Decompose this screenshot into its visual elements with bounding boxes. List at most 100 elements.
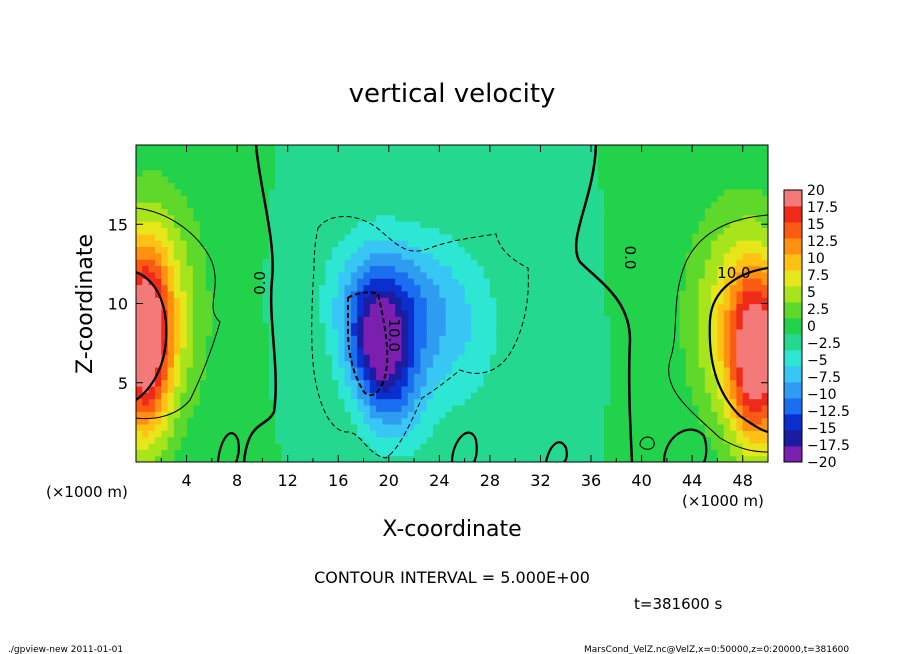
field-cell: [559, 316, 567, 324]
field-cell: [426, 398, 434, 406]
field-cell: [717, 436, 725, 444]
field-cell: [350, 347, 358, 355]
field-cell: [369, 379, 377, 387]
field-cell: [546, 360, 554, 368]
field-cell: [294, 366, 301, 374]
field-cell: [312, 303, 320, 311]
field-cell: [401, 297, 409, 305]
field-cell: [553, 366, 561, 374]
field-cell: [268, 366, 276, 374]
field-cell: [192, 284, 200, 292]
field-cell: [591, 208, 598, 216]
field-cell: [736, 309, 744, 317]
field-cell: [464, 208, 472, 216]
field-cell: [426, 265, 434, 273]
field-cell: [294, 360, 301, 368]
field-cell: [363, 290, 371, 298]
field-cell: [312, 284, 320, 292]
field-cell: [477, 449, 485, 457]
field-cell: [692, 366, 700, 374]
field-cell: [458, 341, 466, 349]
field-cell: [679, 316, 687, 324]
field-cell: [565, 252, 573, 260]
field-cell: [388, 170, 396, 178]
field-cell: [414, 227, 421, 235]
field-cell: [312, 246, 320, 254]
field-cell: [167, 246, 175, 254]
field-cell: [584, 385, 592, 393]
field-cell: [452, 240, 459, 248]
field-cell: [553, 252, 561, 260]
field-cell: [508, 189, 516, 197]
field-cell: [749, 252, 756, 260]
field-cell: [698, 240, 706, 248]
field-cell: [426, 385, 434, 393]
field-cell: [319, 347, 327, 355]
field-cell: [136, 208, 143, 216]
field-cell: [464, 392, 472, 400]
field-cell: [452, 316, 459, 324]
field-cell: [275, 398, 282, 406]
field-cell: [698, 252, 706, 260]
field-cell: [477, 423, 485, 431]
field-cell: [357, 316, 365, 324]
field-cell: [300, 278, 308, 286]
field-cell: [749, 259, 756, 267]
field-cell: [344, 246, 352, 254]
field-cell: [300, 309, 308, 317]
field-cell: [306, 442, 314, 450]
field-cell: [591, 176, 598, 184]
field-cell: [508, 145, 516, 152]
field-cell: [376, 290, 384, 298]
field-cell: [736, 271, 744, 279]
field-cell: [597, 398, 605, 406]
field-cell: [584, 411, 592, 419]
field-cell: [452, 259, 459, 267]
field-cell: [161, 176, 169, 184]
field-cell: [401, 404, 409, 412]
field-cell: [527, 436, 535, 444]
field-cell: [369, 252, 377, 260]
field-cell: [597, 322, 605, 330]
field-cell: [553, 360, 561, 368]
field-cell: [350, 335, 358, 343]
field-cell: [591, 265, 598, 273]
field-cell: [369, 392, 377, 400]
field-cell: [452, 322, 459, 330]
field-cell: [382, 423, 390, 431]
field-cell: [382, 221, 390, 229]
field-cell: [300, 176, 308, 184]
field-cell: [382, 278, 390, 286]
colorbar-segment: [784, 414, 802, 431]
field-cell: [376, 436, 384, 444]
field-cell: [382, 259, 390, 267]
field-cell: [572, 252, 579, 260]
field-cell: [452, 392, 459, 400]
field-cell: [173, 278, 181, 286]
field-cell: [136, 183, 143, 190]
field-cell: [142, 221, 150, 229]
field-cell: [483, 316, 491, 324]
field-cell: [540, 157, 548, 165]
field-cell: [180, 246, 188, 254]
field-cell: [382, 322, 390, 330]
field-cell: [578, 354, 586, 362]
field-cell: [597, 297, 605, 305]
field-cell: [369, 183, 377, 190]
field-cell: [483, 170, 491, 178]
field-cell: [414, 411, 421, 419]
field-cell: [458, 284, 466, 292]
field-cell: [199, 265, 207, 273]
field-cell: [369, 449, 377, 457]
field-cell: [458, 157, 466, 165]
field-cell: [483, 278, 491, 286]
field-cell: [186, 366, 194, 374]
field-cell: [331, 233, 339, 241]
field-cell: [319, 309, 327, 317]
field-cell: [534, 341, 542, 349]
field-cell: [572, 176, 579, 184]
field-cell: [395, 322, 403, 330]
field-cell: [186, 335, 194, 343]
field-cell: [458, 385, 466, 393]
field-cell: [161, 303, 169, 311]
